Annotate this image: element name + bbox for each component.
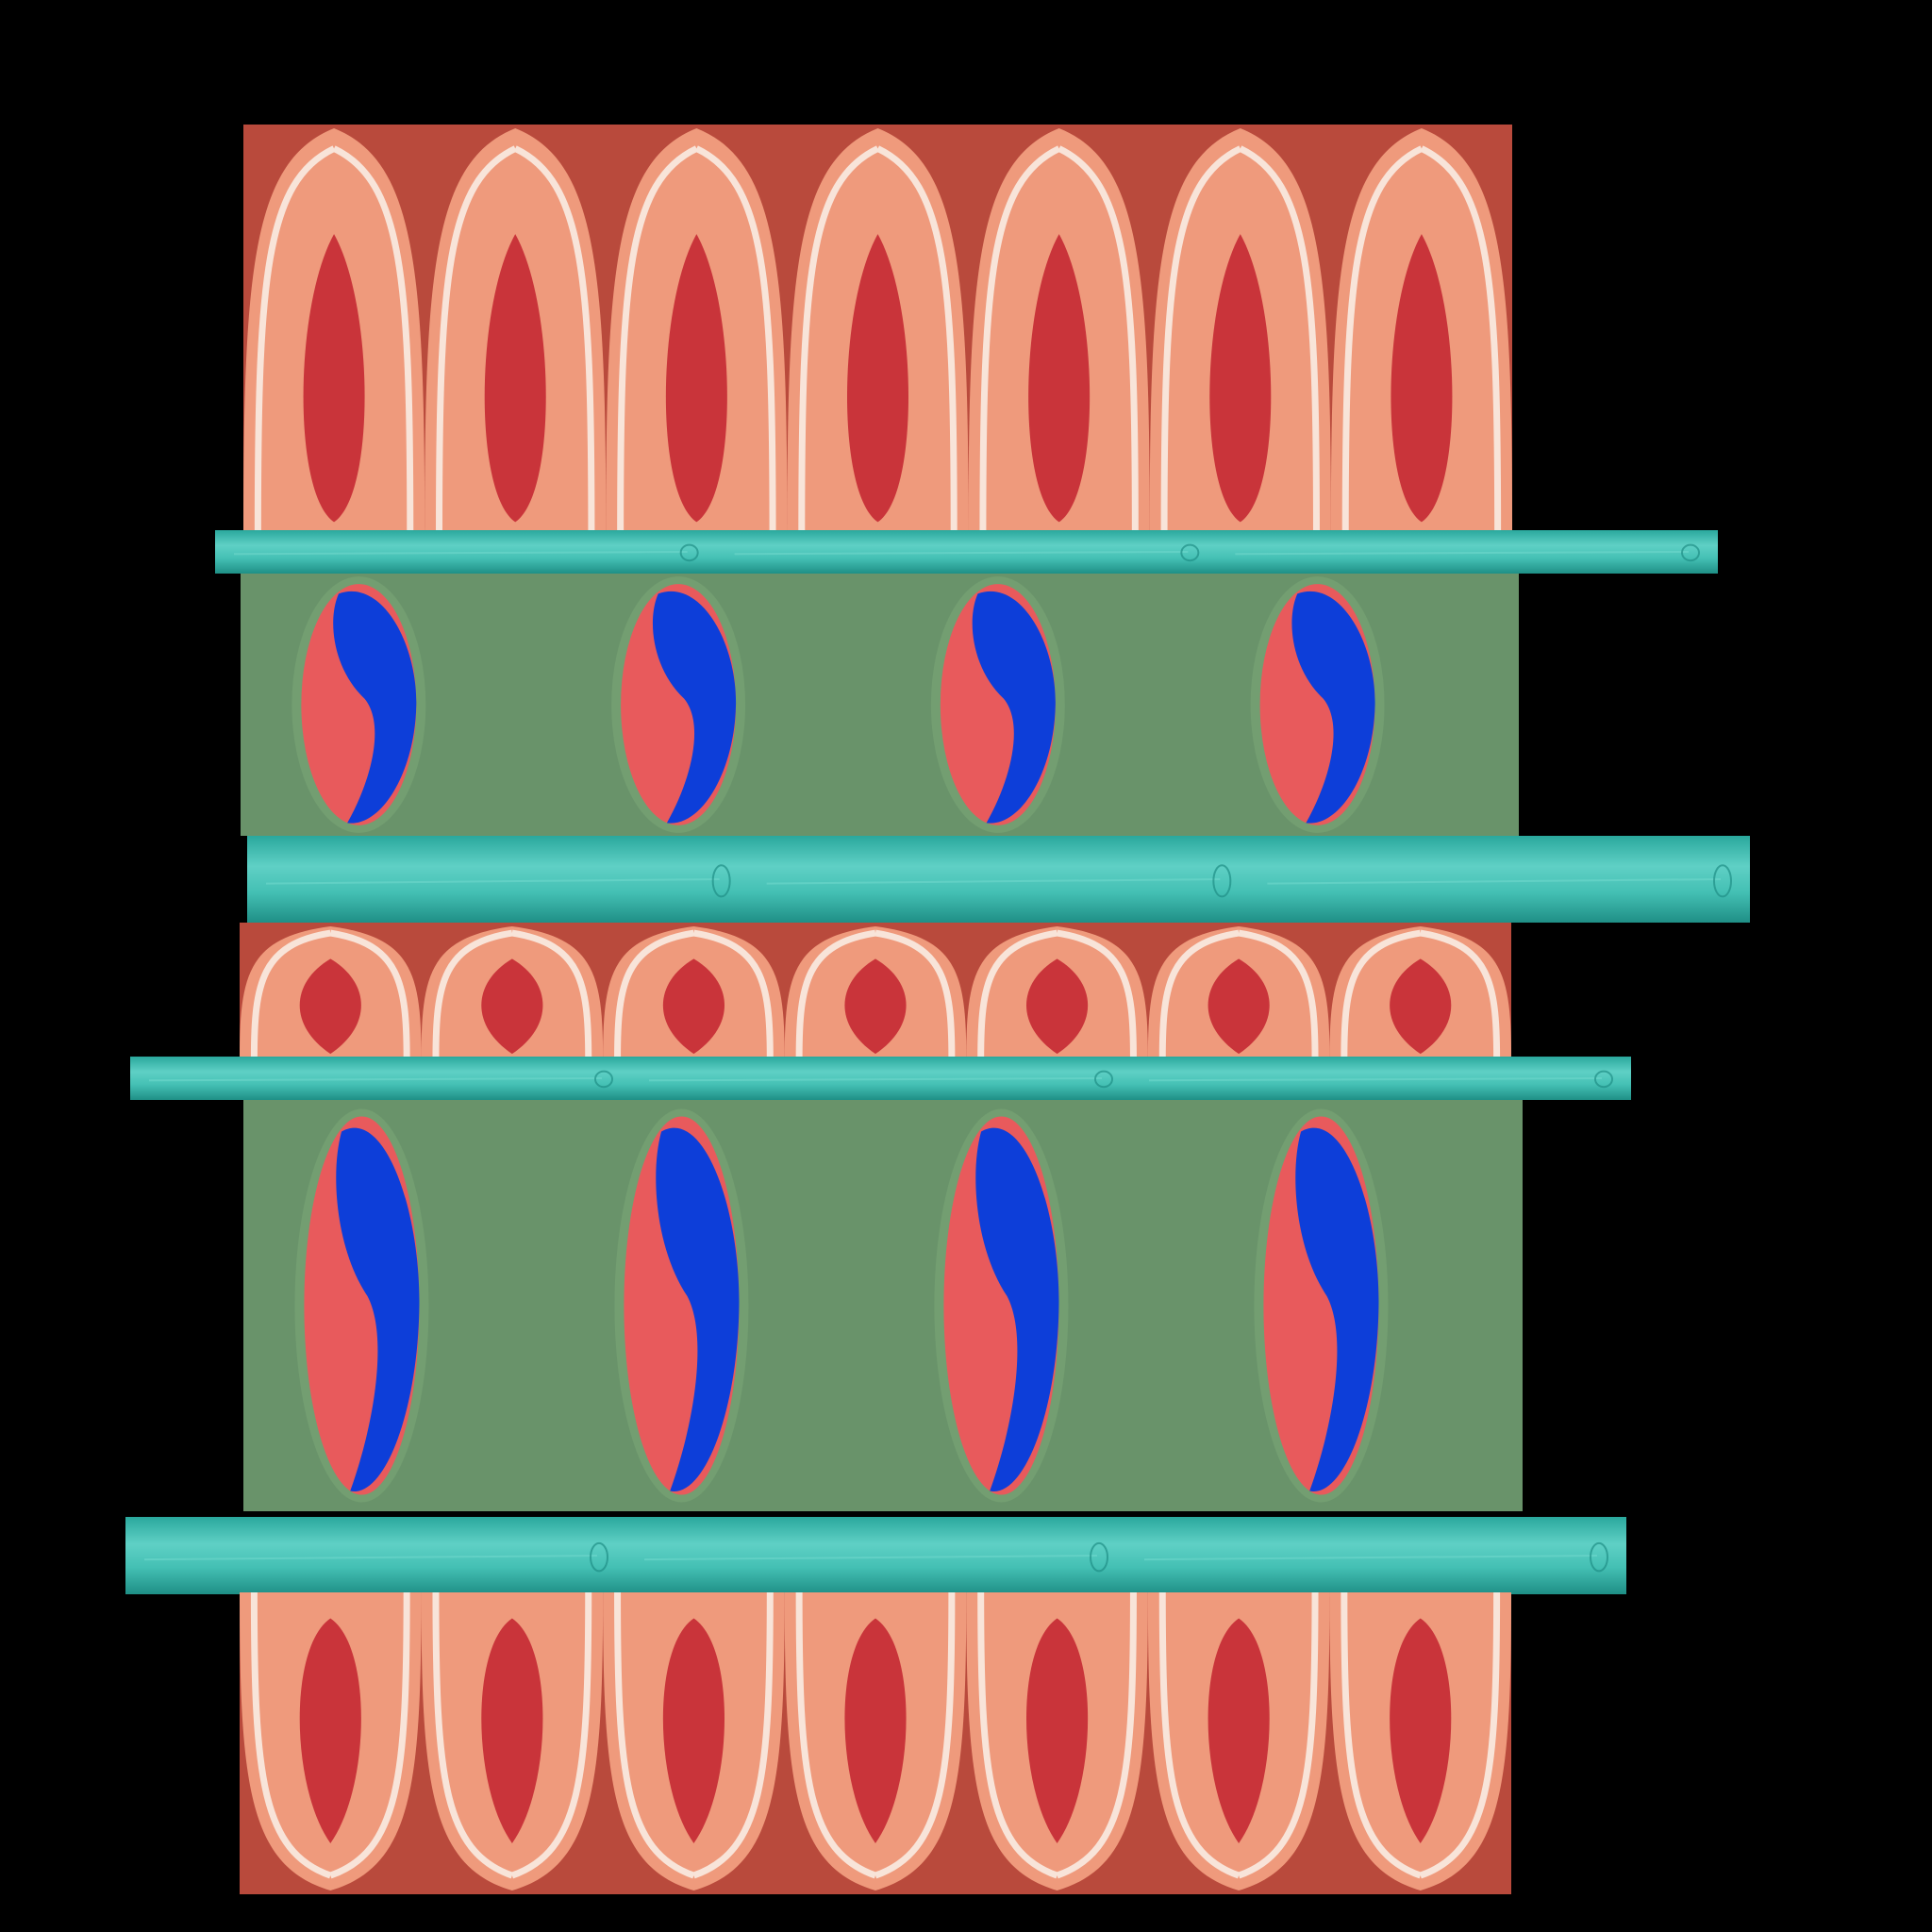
plank-grain <box>648 1077 1103 1082</box>
taeguk-blue-half <box>1295 1127 1379 1492</box>
petal-rim <box>977 929 1137 1059</box>
taeguk-symbol <box>1254 1108 1389 1503</box>
petal-rim <box>250 1591 410 1879</box>
petal-core <box>844 958 907 1055</box>
petal-rim <box>798 145 958 533</box>
plank-grain <box>1235 551 1690 556</box>
petal-rim <box>979 145 1139 533</box>
plank-knot <box>1094 1070 1113 1089</box>
taeguk-blue-half <box>333 591 417 824</box>
petal-rim <box>432 1591 592 1879</box>
petal-core <box>299 958 361 1055</box>
petal-rim <box>1158 929 1319 1059</box>
petal-rim <box>1160 145 1320 533</box>
taeguk-row-6 <box>243 1100 1523 1511</box>
petal-core <box>1025 1618 1089 1843</box>
petal-core <box>484 234 546 523</box>
plank-knot <box>1594 1070 1613 1089</box>
petal-rim <box>1341 1591 1501 1879</box>
plank-grain <box>1143 1555 1598 1561</box>
petal-rim <box>254 145 414 533</box>
taeguk-symbol <box>291 576 426 833</box>
plank-knot <box>1681 543 1700 562</box>
taeguk-blue-half <box>975 1127 1059 1492</box>
wood-plank-1 <box>215 530 1718 574</box>
taeguk-symbol <box>294 1108 429 1503</box>
taeguk-symbol <box>934 1108 1069 1503</box>
taeguk-symbol <box>930 576 1065 833</box>
taeguk-symbol <box>1250 576 1385 833</box>
petal-core <box>662 1618 725 1843</box>
plank-knot <box>1090 1541 1108 1573</box>
plank-grain <box>643 1555 1098 1561</box>
petal-rim <box>614 1591 774 1879</box>
petal-core <box>662 958 725 1055</box>
petal-core <box>303 234 365 523</box>
wood-plank-7 <box>125 1517 1626 1594</box>
petal-core <box>846 234 909 523</box>
wood-plank-5 <box>130 1057 1631 1100</box>
taeguk-blue-half <box>336 1127 420 1492</box>
petal-row-8 <box>240 1591 1511 1894</box>
petal-core <box>481 958 543 1055</box>
petal-rim <box>1158 1591 1319 1879</box>
taeguk-blue-half <box>972 591 1056 824</box>
plank-grain <box>734 551 1189 556</box>
petal-core <box>665 234 727 523</box>
petal-rim <box>1341 929 1501 1059</box>
plank-grain <box>265 878 720 885</box>
taeguk-symbol <box>611 576 746 833</box>
petal-core <box>1209 234 1272 523</box>
petal-rim <box>432 929 592 1059</box>
plank-grain <box>233 551 688 556</box>
petal-core <box>1391 234 1453 523</box>
petal-core <box>844 1618 907 1843</box>
plank-grain <box>1148 1077 1603 1082</box>
petal-core <box>1390 1618 1452 1843</box>
petal-core <box>1028 234 1091 523</box>
wood-plank-3 <box>247 836 1750 923</box>
plank-knot <box>1180 543 1200 562</box>
petal-rim <box>795 1591 956 1879</box>
petal-rim <box>795 929 956 1059</box>
petal-rim <box>1341 145 1502 533</box>
plank-grain <box>148 1077 603 1082</box>
plank-grain <box>143 1555 598 1561</box>
plank-knot <box>711 864 731 898</box>
petal-core <box>1208 958 1270 1055</box>
petal-row-0 <box>243 125 1512 533</box>
taeguk-row-2 <box>241 574 1519 836</box>
plank-knot <box>590 1541 608 1573</box>
taeguk-blue-half <box>656 1127 740 1492</box>
petal-rim <box>250 929 410 1059</box>
petal-rim <box>614 929 774 1059</box>
plank-knot <box>1590 1541 1608 1573</box>
petal-core <box>481 1618 543 1843</box>
plank-grain <box>1267 878 1722 885</box>
plank-knot <box>1212 864 1232 898</box>
plank-knot <box>679 543 699 562</box>
taeguk-symbol <box>614 1108 749 1503</box>
plank-knot <box>594 1070 613 1089</box>
taeguk-blue-half <box>652 591 737 824</box>
petal-core <box>1208 1618 1270 1843</box>
petal-core <box>1025 958 1089 1055</box>
petal-rim <box>436 145 595 533</box>
petal-rim <box>617 145 776 533</box>
plank-grain <box>766 878 1221 885</box>
petal-core <box>299 1618 361 1843</box>
plank-knot <box>1713 864 1732 898</box>
petal-core <box>1390 958 1452 1055</box>
petal-rim <box>977 1591 1137 1879</box>
taeguk-blue-half <box>1291 591 1375 824</box>
petal-row-4 <box>240 923 1511 1059</box>
